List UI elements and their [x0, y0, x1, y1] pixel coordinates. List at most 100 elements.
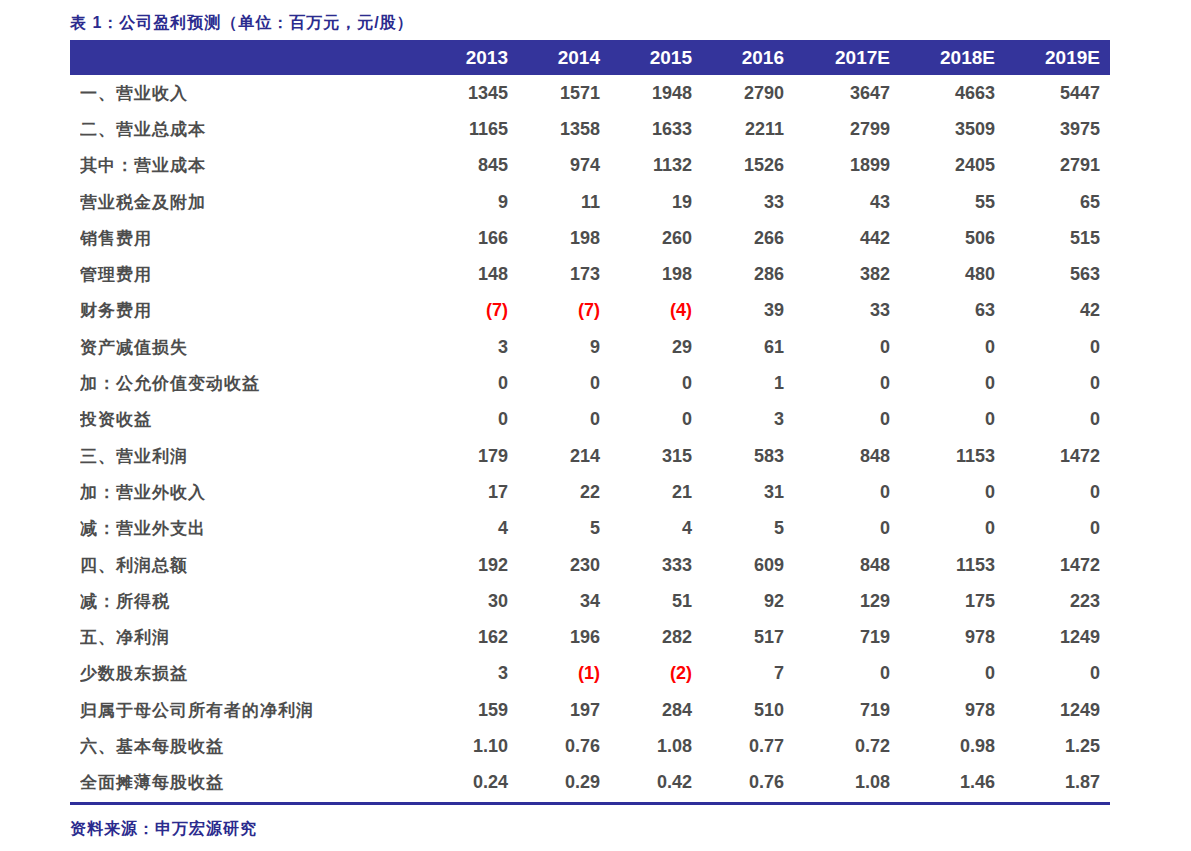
row-value: 197	[508, 700, 600, 721]
row-value: 162	[416, 627, 508, 648]
row-value: 0	[784, 518, 890, 539]
row-value: 61	[692, 337, 784, 358]
row-value: 286	[692, 264, 784, 285]
row-value: 192	[416, 555, 508, 576]
row-value: 978	[890, 700, 995, 721]
table-body: 一、营业收入1345157119482790364746635447二、营业总成…	[70, 75, 1110, 801]
row-label: 六、基本每股收益	[80, 735, 416, 758]
row-value: 0.72	[784, 736, 890, 757]
row-value: 3	[416, 663, 508, 684]
row-value: 0	[416, 409, 508, 430]
table-row: 归属于母公司所有者的净利润1591972845107199781249	[70, 692, 1110, 728]
row-value: 3	[692, 409, 784, 430]
row-value: 563	[995, 264, 1100, 285]
row-value: 92	[692, 591, 784, 612]
row-value: 282	[600, 627, 692, 648]
table-row: 投资收益0003000	[70, 402, 1110, 438]
row-value: 179	[416, 446, 508, 467]
row-value: 0	[890, 337, 995, 358]
header-year-2018e: 2018E	[890, 47, 995, 69]
row-label: 管理费用	[80, 263, 416, 286]
row-value: 0	[784, 482, 890, 503]
row-label: 五、净利润	[80, 626, 416, 649]
row-label: 三、营业利润	[80, 445, 416, 468]
row-value: 3647	[784, 83, 890, 104]
row-label: 加：营业外收入	[80, 481, 416, 504]
row-value: 1153	[890, 446, 995, 467]
row-value: 0	[890, 373, 995, 394]
row-value: 198	[508, 228, 600, 249]
row-value: 5	[692, 518, 784, 539]
row-value: 0.76	[508, 736, 600, 757]
row-value: 17	[416, 482, 508, 503]
row-value: 1165	[416, 119, 508, 140]
row-value: 33	[692, 192, 784, 213]
table-row: 三、营业利润17921431558384811531472	[70, 438, 1110, 474]
source-note: 资料来源：申万宏源研究	[70, 819, 1110, 840]
row-value: 0	[784, 373, 890, 394]
row-value: 214	[508, 446, 600, 467]
row-value: 173	[508, 264, 600, 285]
row-value: 0	[508, 373, 600, 394]
row-value: 4	[600, 518, 692, 539]
row-value: 34	[508, 591, 600, 612]
row-value: 1132	[600, 155, 692, 176]
row-value: 1153	[890, 555, 995, 576]
row-value: 1633	[600, 119, 692, 140]
row-value: 31	[692, 482, 784, 503]
row-value: 129	[784, 591, 890, 612]
row-value: 42	[995, 300, 1100, 321]
row-value: 1.08	[600, 736, 692, 757]
table-row: 管理费用148173198286382480563	[70, 256, 1110, 292]
row-value: 166	[416, 228, 508, 249]
row-value: 0.76	[692, 772, 784, 793]
row-value: 1249	[995, 627, 1100, 648]
row-value: 11	[508, 192, 600, 213]
row-value: 0	[784, 337, 890, 358]
row-value: 3509	[890, 119, 995, 140]
row-value: 4663	[890, 83, 995, 104]
row-value: 22	[508, 482, 600, 503]
row-value: 1472	[995, 446, 1100, 467]
row-value: (2)	[600, 663, 692, 684]
row-value: 21	[600, 482, 692, 503]
row-value: 719	[784, 700, 890, 721]
row-value: 55	[890, 192, 995, 213]
row-value: 0	[995, 518, 1100, 539]
table-row: 营业税金及附加9111933435565	[70, 184, 1110, 220]
row-label: 少数股东损益	[80, 662, 416, 685]
table-row: 少数股东损益3(1)(2)7000	[70, 656, 1110, 692]
row-label: 营业税金及附加	[80, 191, 416, 214]
header-year-2019e: 2019E	[995, 47, 1100, 69]
row-value: (7)	[416, 300, 508, 321]
row-value: 9	[508, 337, 600, 358]
row-value: 266	[692, 228, 784, 249]
table-header-row: 20132014201520162017E2018E2019E	[70, 40, 1110, 75]
row-value: 506	[890, 228, 995, 249]
row-value: 848	[784, 555, 890, 576]
row-value: 65	[995, 192, 1100, 213]
row-value: 175	[890, 591, 995, 612]
table-row: 全面摊薄每股收益0.240.290.420.761.081.461.87	[70, 765, 1110, 801]
row-value: 583	[692, 446, 784, 467]
bottom-rule	[70, 802, 1110, 805]
row-value: 5447	[995, 83, 1100, 104]
profit-forecast-table: 表 1：公司盈利预测（单位：百万元，元/股） 20132014201520162…	[70, 12, 1110, 840]
row-value: 1472	[995, 555, 1100, 576]
row-value: 0	[600, 409, 692, 430]
table-row: 四、利润总额19223033360984811531472	[70, 547, 1110, 583]
row-value: 2211	[692, 119, 784, 140]
row-value: 442	[784, 228, 890, 249]
row-value: 719	[784, 627, 890, 648]
row-label: 四、利润总额	[80, 554, 416, 577]
row-label: 资产减值损失	[80, 336, 416, 359]
table-row: 销售费用166198260266442506515	[70, 220, 1110, 256]
row-value: 510	[692, 700, 784, 721]
row-value: 1.87	[995, 772, 1100, 793]
row-label: 归属于母公司所有者的净利润	[80, 699, 416, 722]
row-value: 260	[600, 228, 692, 249]
row-label: 销售费用	[80, 227, 416, 250]
row-value: 0	[995, 482, 1100, 503]
row-value: 1571	[508, 83, 600, 104]
row-value: 0	[890, 409, 995, 430]
